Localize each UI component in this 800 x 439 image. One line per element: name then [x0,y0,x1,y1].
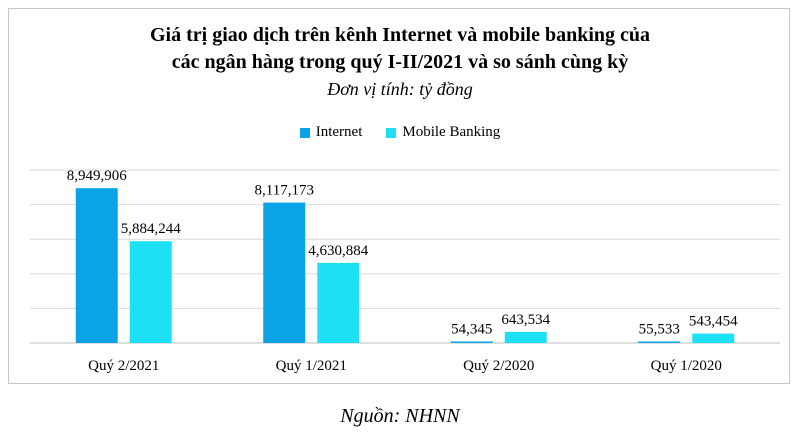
data-label-mobile-banking-0: 5,884,244 [121,221,182,237]
legend-item-internet: Internet [299,124,363,141]
category-label-0: Quý 2/2021 [88,358,159,374]
category-label-2: Quý 2/2020 [463,358,534,374]
category-label-3: Quý 1/2020 [651,358,722,374]
chart-title: Giá trị giao dịch trên kênh Internet và … [0,22,800,76]
bar-internet-0 [75,188,118,343]
chart-title-line-1: Giá trị giao dịch trên kênh Internet và … [149,24,651,46]
data-label-mobile-banking-2: 643,534 [501,312,550,328]
chart-subtitle: Đơn vị tính: tỷ đồng [327,79,473,99]
bar-mobile-banking-0 [129,241,172,343]
bar-mobile-banking-1 [317,262,360,343]
data-label-internet-2: 54,345 [451,322,492,338]
legend-swatch-internet [299,127,310,138]
legend-label-internet: Internet [315,124,363,140]
bar-mobile-banking-3 [692,333,735,343]
cutoff-text-fragment [40,433,760,439]
category-label-1: Quý 1/2021 [276,358,347,374]
data-label-internet-3: 55,533 [639,322,680,338]
data-label-internet-0: 8,949,906 [67,168,128,184]
chart-title-line-2: các ngân hàng trong quý I-II/2021 và so … [171,51,629,73]
data-label-internet-1: 8,117,173 [255,183,314,199]
data-label-mobile-banking-1: 4,630,884 [308,243,369,259]
data-label-mobile-banking-3: 543,454 [689,314,738,330]
legend-swatch-mobile-banking [386,127,397,138]
source-note: Nguồn: NHNN [340,405,460,427]
legend-item-mobile-banking: Mobile Banking [386,124,500,141]
legend-label-mobile-banking: Mobile Banking [402,124,501,140]
legend: Internet Mobile Banking [0,124,800,141]
bar-internet-1 [263,202,306,343]
bar-internet-3 [638,341,681,343]
bar-internet-2 [450,341,493,343]
bar-mobile-banking-2 [504,331,547,343]
